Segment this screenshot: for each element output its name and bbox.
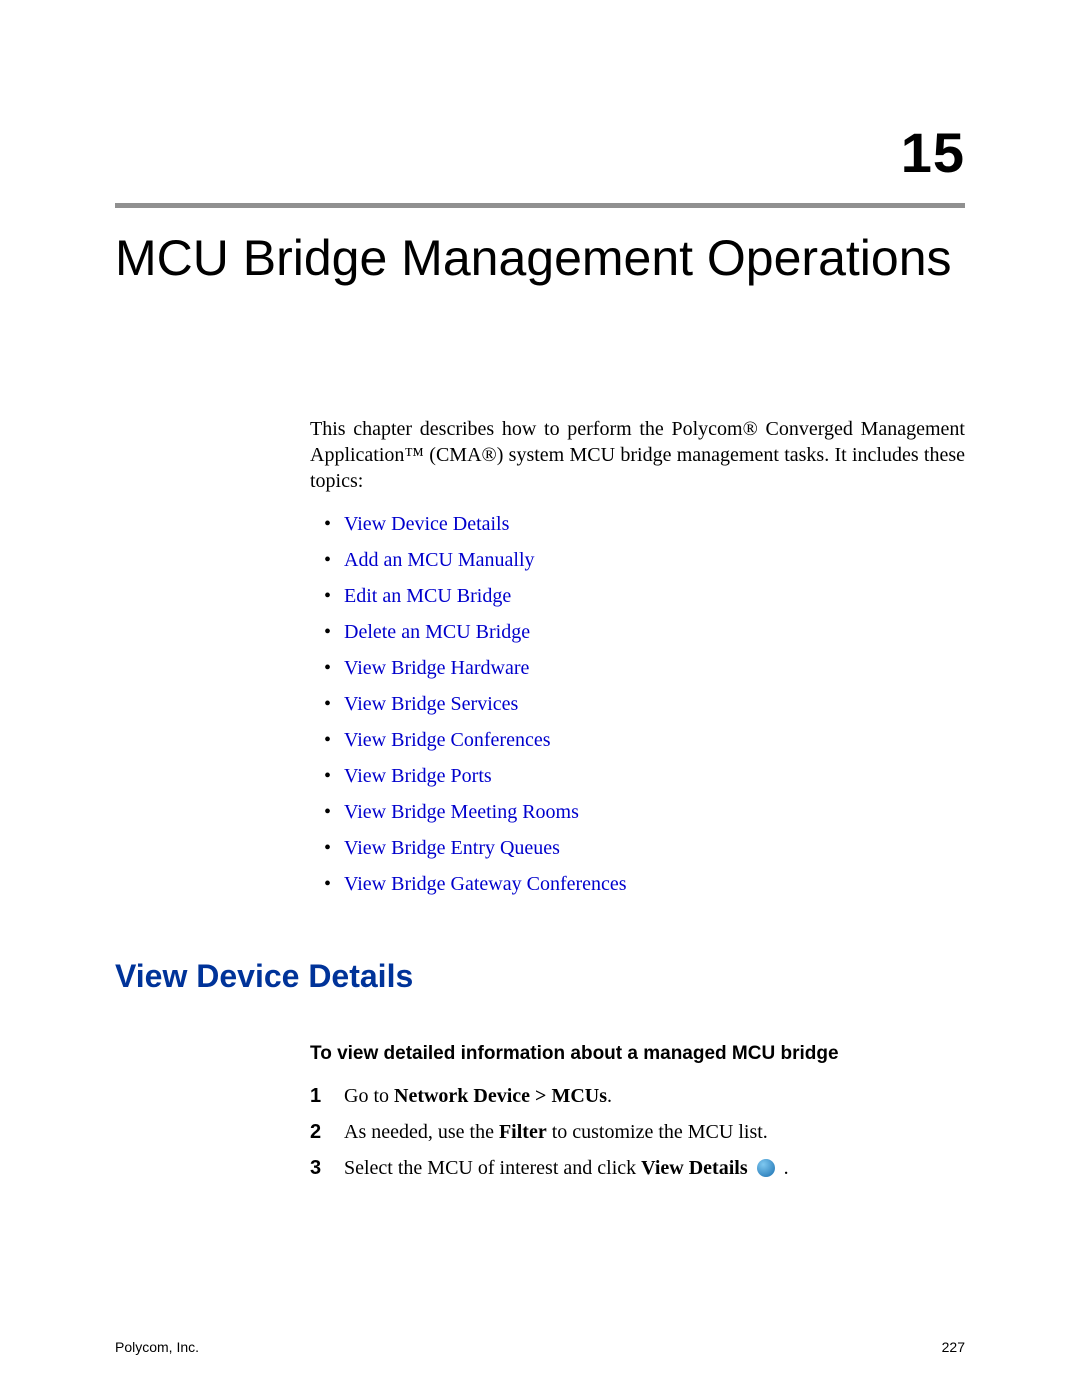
list-item: View Bridge Services	[310, 690, 965, 718]
topic-link[interactable]: Edit an MCU Bridge	[344, 585, 511, 607]
step-text: .	[779, 1157, 789, 1179]
list-item: View Bridge Ports	[310, 762, 965, 790]
step-item: Select the MCU of interest and click Vie…	[310, 1153, 965, 1183]
footer-company: Polycom, Inc.	[115, 1339, 199, 1355]
step-item: Go to Network Device > MCUs.	[310, 1081, 965, 1111]
chapter-divider	[115, 203, 965, 208]
list-item: Delete an MCU Bridge	[310, 618, 965, 646]
topic-list: View Device Details Add an MCU Manually …	[310, 510, 965, 898]
list-item: View Bridge Entry Queues	[310, 834, 965, 862]
footer-page-number: 227	[942, 1339, 965, 1355]
topic-link[interactable]: View Bridge Gateway Conferences	[344, 873, 627, 895]
topic-link[interactable]: Delete an MCU Bridge	[344, 621, 530, 643]
step-list: Go to Network Device > MCUs. As needed, …	[310, 1081, 965, 1183]
section-heading: View Device Details	[115, 958, 965, 995]
list-item: View Device Details	[310, 510, 965, 538]
topic-link[interactable]: View Bridge Ports	[344, 765, 492, 787]
topic-link[interactable]: View Bridge Conferences	[344, 729, 551, 751]
topic-link[interactable]: View Device Details	[344, 513, 509, 535]
intro-paragraph: This chapter describes how to perform th…	[310, 416, 965, 494]
topic-link[interactable]: View Bridge Hardware	[344, 657, 529, 679]
step-text: Go to	[344, 1085, 394, 1107]
step-bold: View Details	[641, 1157, 747, 1179]
list-item: Add an MCU Manually	[310, 546, 965, 574]
list-item: View Bridge Gateway Conferences	[310, 870, 965, 898]
document-page: 15 MCU Bridge Management Operations This…	[0, 0, 1080, 1397]
step-item: As needed, use the Filter to customize t…	[310, 1117, 965, 1147]
task-heading: To view detailed information about a man…	[310, 1043, 965, 1065]
list-item: View Bridge Hardware	[310, 654, 965, 682]
step-text: to customize the MCU list.	[547, 1121, 768, 1143]
chapter-title: MCU Bridge Management Operations	[115, 230, 965, 286]
topic-link[interactable]: View Bridge Meeting Rooms	[344, 801, 579, 823]
step-text: Select the MCU of interest and click	[344, 1157, 641, 1179]
step-text: As needed, use the	[344, 1121, 499, 1143]
list-item: View Bridge Conferences	[310, 726, 965, 754]
list-item: View Bridge Meeting Rooms	[310, 798, 965, 826]
step-bold: Filter	[499, 1121, 547, 1143]
topic-link[interactable]: Add an MCU Manually	[344, 549, 535, 571]
chapter-number: 15	[115, 120, 965, 185]
page-footer: Polycom, Inc. 227	[115, 1339, 965, 1355]
topic-link[interactable]: View Bridge Services	[344, 693, 518, 715]
step-text: .	[607, 1085, 612, 1107]
list-item: Edit an MCU Bridge	[310, 582, 965, 610]
topic-link[interactable]: View Bridge Entry Queues	[344, 837, 560, 859]
view-details-icon	[757, 1159, 775, 1177]
step-bold: Network Device > MCUs	[394, 1085, 607, 1107]
